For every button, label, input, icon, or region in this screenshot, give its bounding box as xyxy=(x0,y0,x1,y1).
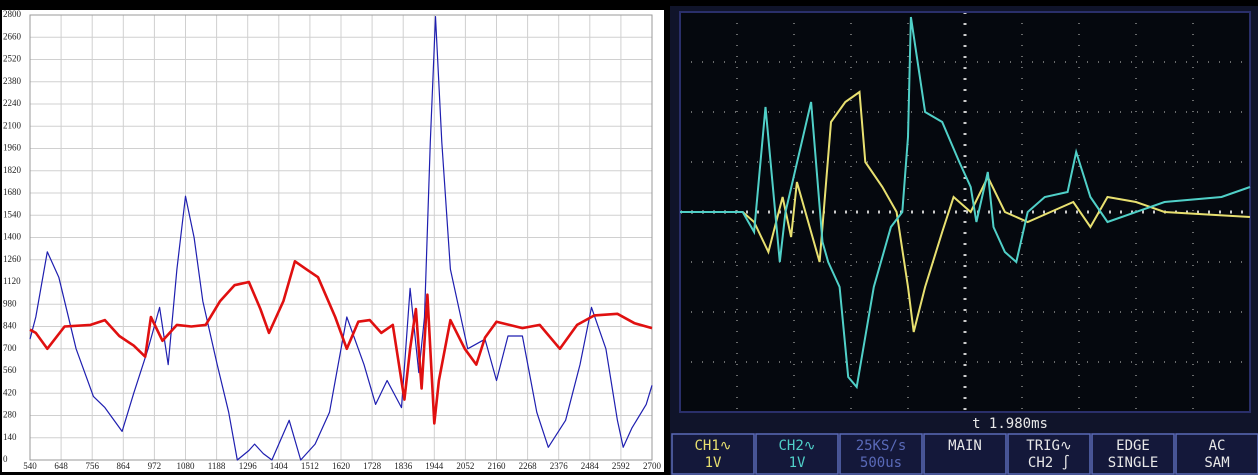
x-tick-label: 1080 xyxy=(177,461,196,471)
y-tick-label: 1540 xyxy=(3,209,22,219)
x-tick-label: 1944 xyxy=(425,461,444,471)
readout-text: EDGE xyxy=(1116,438,1150,454)
x-tick-label: 972 xyxy=(148,461,162,471)
y-tick-label: 1400 xyxy=(3,232,22,242)
time-readout: t 1.980ms xyxy=(972,416,1048,432)
y-tick-label: 1680 xyxy=(3,187,22,197)
x-tick-label: 1512 xyxy=(301,461,319,471)
y-tick-label: 840 xyxy=(3,321,17,331)
x-tick-label: 2376 xyxy=(550,461,569,471)
y-tick-label: 280 xyxy=(3,410,17,420)
readout-text: MAIN xyxy=(948,438,982,454)
y-tick-label: 560 xyxy=(3,365,17,375)
readout-text: AC xyxy=(1209,438,1226,454)
x-tick-label: 2268 xyxy=(519,461,538,471)
readout-text: TRIG∿ xyxy=(1026,438,1071,454)
x-tick-label: 648 xyxy=(54,461,68,471)
y-tick-label: 980 xyxy=(3,298,17,308)
x-tick-label: 1620 xyxy=(332,461,351,471)
readout-text: CH2 ∫ xyxy=(1028,454,1070,471)
readout-text: SAM xyxy=(1204,455,1229,471)
x-tick-label: 2052 xyxy=(456,461,474,471)
composite: 0 140 280 420 560 700 840 980 1120 1260 1400 1540 16… xyxy=(0,0,1258,475)
x-tick-label: 2700 xyxy=(643,461,662,471)
y-tick-label: 700 xyxy=(3,343,17,353)
x-tick-label: 2160 xyxy=(488,461,507,471)
y-tick-label: 2380 xyxy=(3,76,22,86)
x-tick-label: 864 xyxy=(117,461,131,471)
x-tick-label: 2592 xyxy=(612,461,630,471)
readout-text: 500us xyxy=(860,455,902,471)
readout-text: 25KS/s xyxy=(856,438,907,454)
readout-text: 1V xyxy=(789,455,806,471)
readout-text: SINGLE xyxy=(1108,455,1159,471)
y-tick-label: 2100 xyxy=(3,120,22,130)
y-tick-label: 0 xyxy=(3,454,8,464)
x-tick-label: 1296 xyxy=(239,461,258,471)
x-tick-label: 2484 xyxy=(581,461,600,471)
y-tick-label: 1820 xyxy=(3,165,22,175)
readout-text: 1V xyxy=(705,455,722,471)
y-tick-label: 2240 xyxy=(3,98,22,108)
x-tick-label: 1728 xyxy=(363,461,382,471)
x-tick-label: 1188 xyxy=(208,461,226,471)
readout-text: CH2∿ xyxy=(778,438,815,454)
y-tick-label: 1960 xyxy=(3,143,22,153)
x-tick-label: 1836 xyxy=(394,461,413,471)
x-tick-label: 540 xyxy=(23,461,37,471)
y-tick-label: 1260 xyxy=(3,254,22,264)
y-tick-label: 2800 xyxy=(3,9,22,19)
y-tick-label: 2660 xyxy=(3,31,22,41)
left-panel xyxy=(2,10,664,472)
y-tick-label: 140 xyxy=(3,432,17,442)
x-tick-label: 756 xyxy=(85,461,99,471)
y-tick-label: 1120 xyxy=(3,276,21,286)
x-tick-label: 1404 xyxy=(270,461,289,471)
readout-text: CH1∿ xyxy=(694,438,731,454)
y-tick-label: 2520 xyxy=(3,54,22,64)
y-tick-label: 420 xyxy=(3,387,17,397)
